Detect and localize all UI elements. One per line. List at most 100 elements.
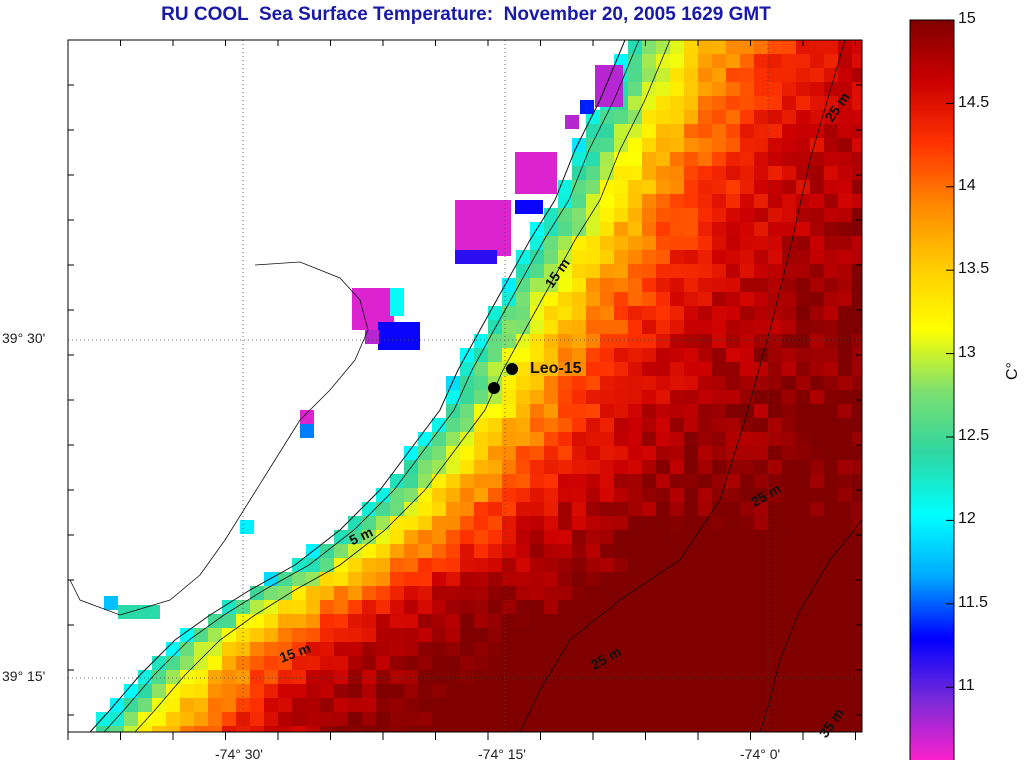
sst-pixel xyxy=(502,404,517,419)
sst-pixel xyxy=(670,460,685,475)
sst-pixel xyxy=(502,698,517,713)
sst-pixel xyxy=(852,362,863,377)
sst-pixel xyxy=(712,138,727,153)
sst-pixel xyxy=(642,166,657,181)
sst-pixel xyxy=(404,488,419,503)
sst-pixel xyxy=(642,278,657,293)
sst-pixel xyxy=(838,68,853,83)
sst-pixel xyxy=(320,726,335,733)
sst-pixel xyxy=(586,586,601,601)
sst-pixel xyxy=(642,334,657,349)
sst-pixel xyxy=(712,292,727,307)
sst-pixel xyxy=(614,586,629,601)
sst-pixel xyxy=(670,278,685,293)
sst-pixel xyxy=(852,138,863,153)
sst-pixel xyxy=(740,54,755,69)
sst-pixel xyxy=(768,320,783,335)
sst-pixel xyxy=(824,222,839,237)
sst-pixel xyxy=(390,684,405,699)
sst-pixel xyxy=(124,684,139,699)
sst-pixel xyxy=(544,446,559,461)
sst-pixel xyxy=(642,446,657,461)
sst-pixel xyxy=(530,474,545,489)
sst-pixel xyxy=(740,418,755,433)
coastline xyxy=(89,39,626,733)
sst-pixel xyxy=(642,628,657,643)
sst-pixel xyxy=(754,152,769,167)
sst-pixel xyxy=(530,586,545,601)
sst-pixel xyxy=(768,460,783,475)
sst-pixel xyxy=(740,670,755,685)
sst-pixel xyxy=(782,194,797,209)
sst-pixel xyxy=(726,446,741,461)
sst-pixel xyxy=(642,530,657,545)
sst-pixel xyxy=(796,558,811,573)
sst-pixel xyxy=(446,474,461,489)
sst-pixel xyxy=(166,656,181,671)
sst-pixel xyxy=(586,348,601,363)
sst-pixel xyxy=(390,698,405,713)
sst-pixel xyxy=(642,642,657,657)
sst-pixel xyxy=(180,656,195,671)
sst-pixel xyxy=(530,432,545,447)
sst-pixel xyxy=(754,68,769,83)
sst-pixel xyxy=(684,698,699,713)
sst-pixel xyxy=(796,516,811,531)
sst-pixel xyxy=(362,684,377,699)
sst-pixel xyxy=(348,572,363,587)
sst-pixel xyxy=(600,292,615,307)
sst-pixel xyxy=(446,432,461,447)
sst-pixel xyxy=(544,404,559,419)
sst-pixel xyxy=(516,250,531,265)
sst-pixel xyxy=(684,488,699,503)
sst-pixel xyxy=(152,712,167,727)
sst-pixel xyxy=(544,390,559,405)
sst-pixel xyxy=(698,334,713,349)
sst-pixel xyxy=(586,544,601,559)
sst-pixel xyxy=(740,222,755,237)
sst-pixel xyxy=(474,390,489,405)
sst-pixel xyxy=(740,292,755,307)
sst-pixel xyxy=(124,726,139,733)
sst-pixel xyxy=(586,446,601,461)
sst-pixel xyxy=(278,572,293,587)
sst-pixel xyxy=(740,82,755,97)
sst-pixel xyxy=(572,404,587,419)
sst-pixel xyxy=(502,642,517,657)
sst-pixel xyxy=(642,712,657,727)
sst-pixel xyxy=(698,656,713,671)
sst-pixel xyxy=(348,670,363,685)
sst-pixel xyxy=(824,334,839,349)
sst-pixel xyxy=(292,712,307,727)
sst-pixel xyxy=(852,334,863,349)
sst-pixel xyxy=(530,516,545,531)
sst-pixel xyxy=(418,530,433,545)
sst-pixel xyxy=(642,474,657,489)
sst-pixel xyxy=(446,614,461,629)
sst-pixel xyxy=(544,628,559,643)
sst-pixel xyxy=(712,152,727,167)
sst-pixel xyxy=(614,572,629,587)
sst-pixel xyxy=(852,642,863,657)
sst-pixel xyxy=(516,558,531,573)
sst-pixel xyxy=(754,614,769,629)
sst-pixel xyxy=(712,446,727,461)
sst-pixel xyxy=(698,432,713,447)
sst-pixel xyxy=(558,712,573,727)
sst-pixel xyxy=(656,124,671,139)
sst-pixel xyxy=(572,334,587,349)
sst-pixel xyxy=(474,530,489,545)
sst-pixel xyxy=(852,320,863,335)
sst-pixel xyxy=(852,292,863,307)
sst-pixel xyxy=(852,628,863,643)
sst-pixel xyxy=(516,320,531,335)
sst-pixel xyxy=(362,670,377,685)
sst-pixel xyxy=(572,642,587,657)
sst-pixel xyxy=(796,306,811,321)
sst-pixel xyxy=(530,628,545,643)
sst-pixel xyxy=(824,390,839,405)
sst-pixel xyxy=(782,530,797,545)
sst-pixel xyxy=(726,124,741,139)
sst-pixel xyxy=(432,726,447,733)
sst-pixel xyxy=(740,502,755,517)
